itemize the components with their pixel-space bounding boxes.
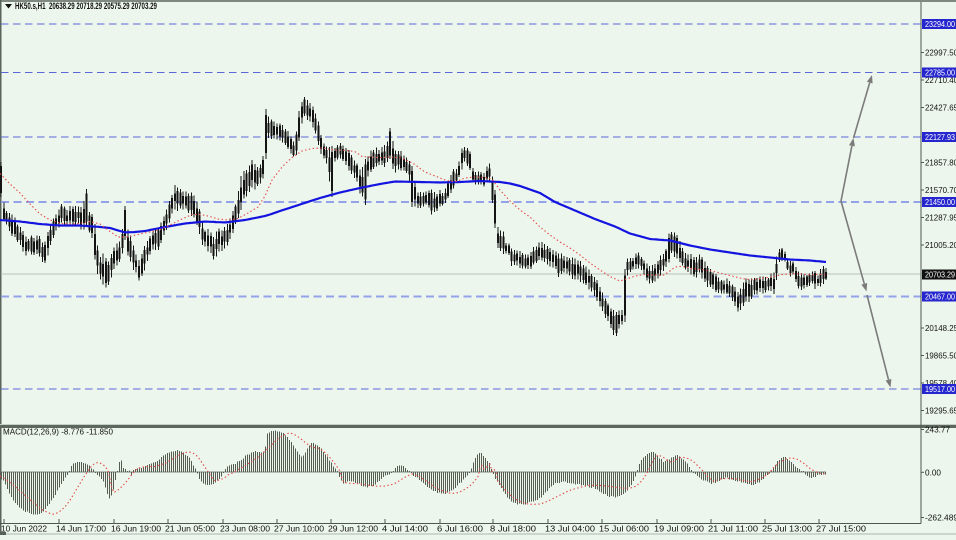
svg-text:21 Jul 11:00: 21 Jul 11:00 (708, 524, 758, 534)
svg-text:14 Jun 17:00: 14 Jun 17:00 (56, 524, 106, 534)
svg-text:27 Jul 15:00: 27 Jul 15:00 (816, 524, 866, 534)
svg-text:-262.489: -262.489 (925, 513, 956, 523)
svg-text:21005.20: 21005.20 (925, 240, 956, 250)
svg-text:21857.80: 21857.80 (925, 158, 956, 168)
svg-text:8 Jul 18:00: 8 Jul 18:00 (490, 524, 536, 534)
svg-text:4 Jul 14:00: 4 Jul 14:00 (382, 524, 428, 534)
svg-text:23294.00: 23294.00 (925, 19, 955, 29)
svg-text:HK50.s,H1 20638.29 20718.29 2: HK50.s,H1 20638.29 20718.29 20575.29 207… (15, 1, 157, 11)
svg-text:20467.00: 20467.00 (925, 292, 955, 302)
svg-text:22427.65: 22427.65 (925, 103, 956, 113)
svg-text:22997.50: 22997.50 (925, 48, 956, 58)
svg-text:27 Jun 10:00: 27 Jun 10:00 (274, 524, 324, 534)
svg-text:243.77: 243.77 (925, 425, 950, 435)
svg-text:21570.70: 21570.70 (925, 185, 956, 195)
svg-text:16 Jun 19:00: 16 Jun 19:00 (111, 524, 161, 534)
svg-text:15 Jul 06:00: 15 Jul 06:00 (599, 524, 649, 534)
svg-text:22127.93: 22127.93 (925, 132, 955, 142)
svg-text:19865.50: 19865.50 (925, 351, 956, 361)
svg-text:21 Jun 05:00: 21 Jun 05:00 (165, 524, 215, 534)
svg-text:19517.00: 19517.00 (925, 384, 955, 394)
svg-text:MACD(12,26,9) -8.776 -11.850: MACD(12,26,9) -8.776 -11.850 (3, 427, 113, 437)
svg-text:23 Jun 08:00: 23 Jun 08:00 (220, 524, 270, 534)
svg-text:22710.40: 22710.40 (925, 75, 956, 85)
svg-text:0.00: 0.00 (925, 468, 941, 478)
svg-text:25 Jul 13:00: 25 Jul 13:00 (762, 524, 812, 534)
svg-text:10 Jun 2022: 10 Jun 2022 (1, 524, 47, 534)
svg-text:21450.00: 21450.00 (925, 197, 955, 207)
svg-text:19578.40: 19578.40 (925, 378, 956, 388)
svg-text:6 Jul 16:00: 6 Jul 16:00 (437, 524, 483, 534)
svg-text:20148.25: 20148.25 (925, 323, 956, 333)
svg-text:13 Jul 04:00: 13 Jul 04:00 (545, 524, 595, 534)
svg-text:29 Jun 12:00: 29 Jun 12:00 (328, 524, 378, 534)
svg-text:21287.95: 21287.95 (925, 213, 956, 223)
svg-text:19295.65: 19295.65 (925, 406, 956, 416)
svg-text:22785.00: 22785.00 (925, 68, 955, 78)
svg-text:19 Jul 09:00: 19 Jul 09:00 (654, 524, 704, 534)
svg-text:20703.29: 20703.29 (925, 270, 955, 280)
